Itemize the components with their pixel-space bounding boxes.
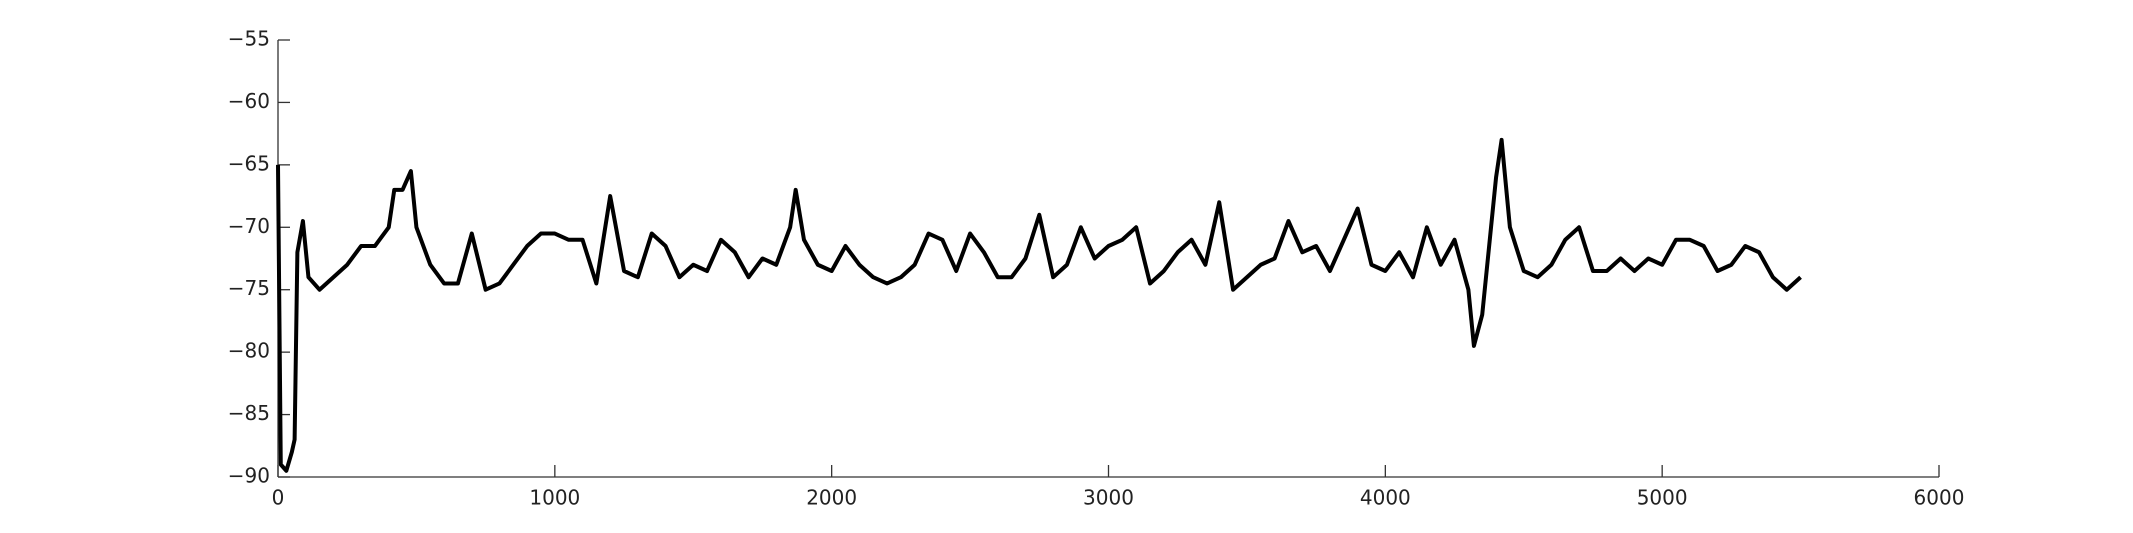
x-tick-label: 3000 [1083,486,1134,510]
y-tick-label: −55 [228,27,270,51]
x-tick-label: 6000 [1914,486,1965,510]
x-tick-label: 2000 [806,486,857,510]
data-line [276,137,1802,473]
y-tick-label: −75 [228,276,270,300]
x-tick-label: 5000 [1637,486,1688,510]
x-tick-label: 0 [272,486,285,510]
y-tick-label: −90 [228,464,270,488]
y-tick-label: −85 [228,401,270,425]
y-tick-label: −65 [228,151,270,175]
y-tick-label: −60 [228,89,270,113]
x-tick-label: 4000 [1360,486,1411,510]
y-tick-label: −80 [228,339,270,363]
x-tick-label: 1000 [529,486,580,510]
y-tick-label: −70 [228,214,270,238]
